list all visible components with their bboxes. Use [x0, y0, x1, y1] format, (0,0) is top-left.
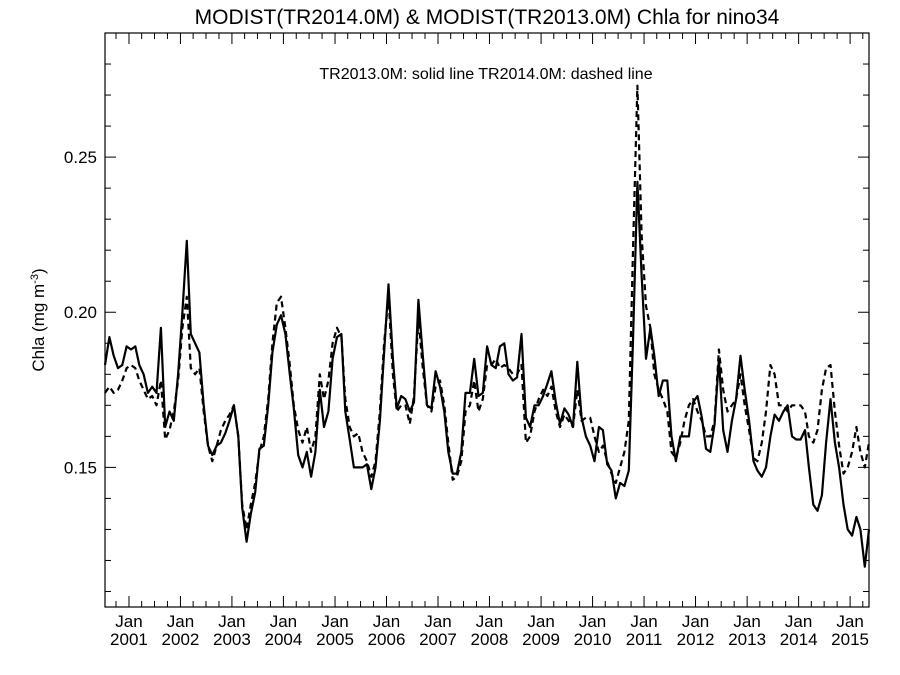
x-tick-label-year: 2013 — [728, 630, 766, 649]
x-tick-label-year: 2014 — [780, 630, 818, 649]
x-tick-label-month: Jan — [682, 612, 709, 631]
x-tick-label-month: Jan — [836, 612, 863, 631]
x-tick-label-year: 2004 — [264, 630, 302, 649]
y-tick-label: 0.20 — [64, 303, 97, 322]
x-tick-label-month: Jan — [630, 612, 657, 631]
x-tick-label-month: Jan — [115, 612, 142, 631]
x-tick-label-month: Jan — [218, 612, 245, 631]
x-tick-label-year: 2012 — [677, 630, 715, 649]
x-tick-label-year: 2006 — [368, 630, 406, 649]
x-axis-ticks: Jan2001Jan2002Jan2003Jan2004Jan2005Jan20… — [110, 33, 869, 649]
legend-annotation: TR2013.0M: solid line TR2014.0M: dashed … — [319, 66, 652, 83]
y-axis-ticks: 0.15 0.20 0.25 — [64, 63, 869, 592]
x-tick-label-year: 2003 — [213, 630, 251, 649]
y-tick-label: 0.15 — [64, 458, 97, 477]
x-tick-label-month: Jan — [785, 612, 812, 631]
x-tick-label-month: Jan — [527, 612, 554, 631]
x-tick-label-year: 2009 — [522, 630, 560, 649]
y-axis-label: Chla (mg m-3) — [29, 268, 48, 371]
x-tick-label-month: Jan — [424, 612, 451, 631]
x-tick-label-year: 2005 — [316, 630, 354, 649]
x-tick-label-month: Jan — [321, 612, 348, 631]
x-tick-label-year: 2015 — [831, 630, 869, 649]
series-line-tr2014-0m — [104, 84, 871, 531]
chart-title: MODIST(TR2014.0M) & MODIST(TR2013.0M) Ch… — [195, 6, 780, 29]
plot-frame — [104, 32, 870, 608]
series-layer — [103, 84, 871, 568]
x-tick-label-year: 2007 — [419, 630, 457, 649]
x-tick-label-month: Jan — [167, 612, 194, 631]
x-tick-label-year: 2008 — [471, 630, 509, 649]
series-line-tr2013-0m — [103, 180, 871, 568]
x-tick-label-year: 2002 — [162, 630, 200, 649]
x-tick-label-year: 2011 — [626, 630, 663, 649]
x-tick-label-year: 2010 — [574, 630, 612, 649]
y-tick-label: 0.25 — [64, 148, 97, 167]
x-tick-label-month: Jan — [733, 612, 760, 631]
x-tick-label-month: Jan — [373, 612, 400, 631]
x-tick-label-month: Jan — [579, 612, 606, 631]
x-tick-label-month: Jan — [270, 612, 297, 631]
x-tick-label-year: 2001 — [110, 630, 148, 649]
x-tick-label-month: Jan — [476, 612, 503, 631]
